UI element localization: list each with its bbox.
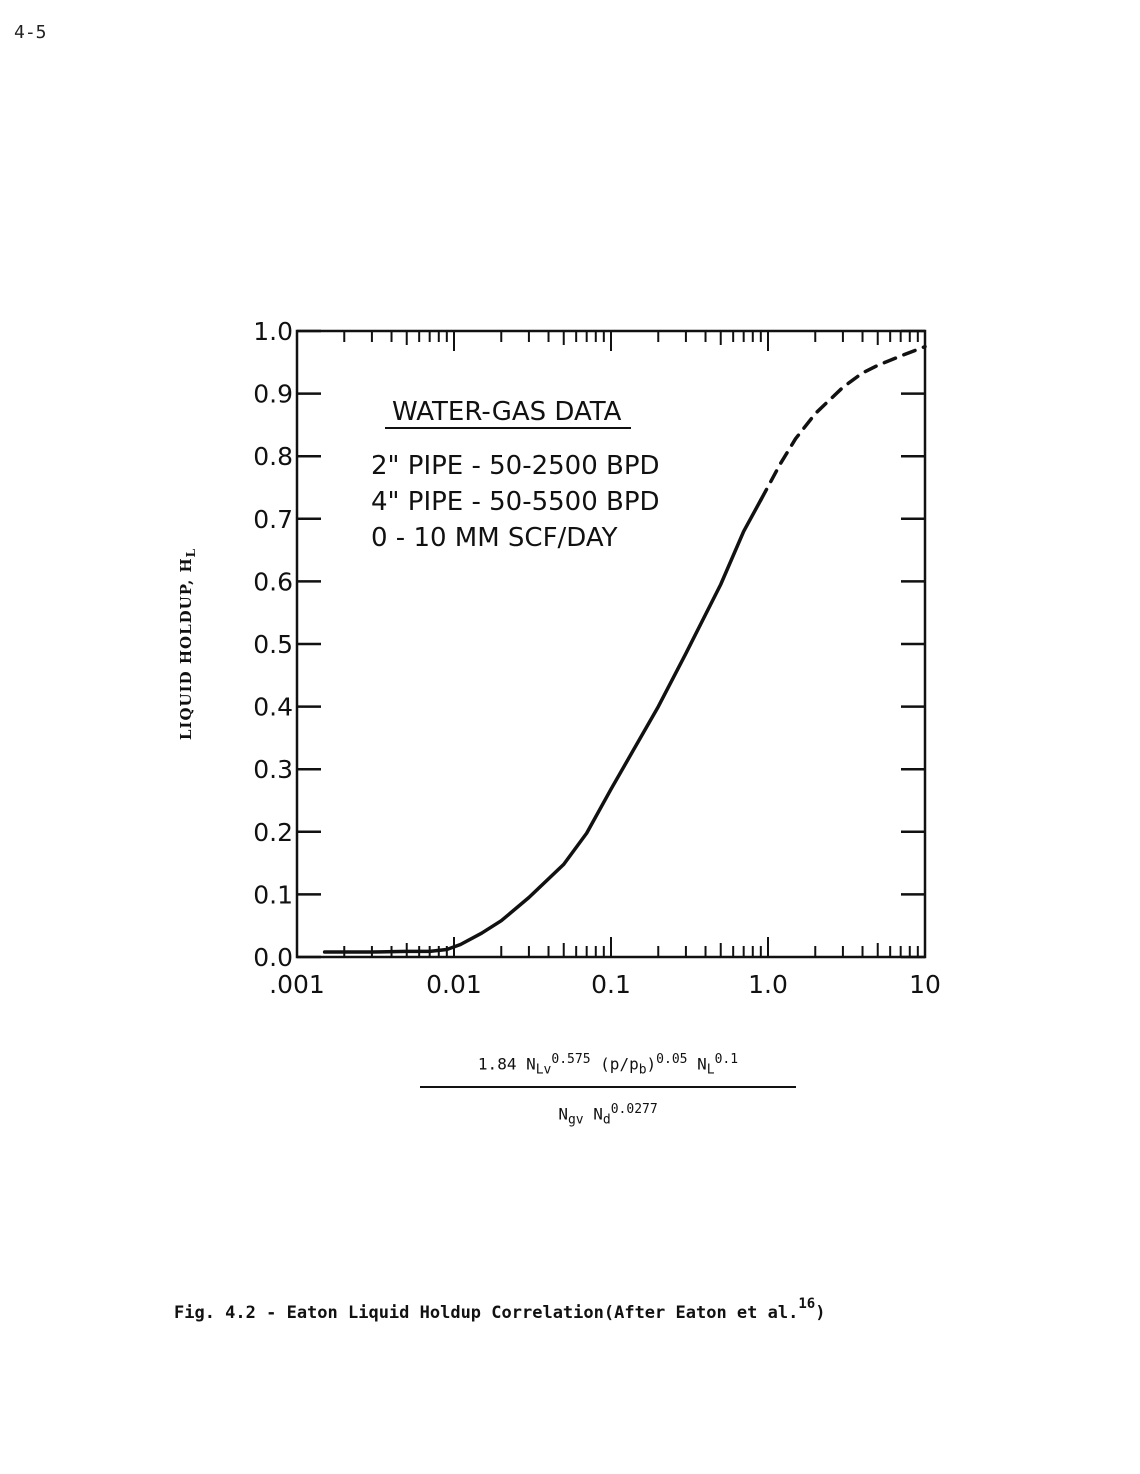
- y-tick-label: 0.6: [253, 567, 293, 596]
- nlv-exponent: 0.575: [551, 1052, 591, 1067]
- caption-reference: 16: [798, 1296, 816, 1312]
- y-axis-label-main: LIQUID HOLDUP, H: [177, 557, 195, 740]
- nd-exponent: 0.0277: [610, 1102, 658, 1117]
- y-tick-labels: 0.0 0.1 0.2 0.3 0.4 0.5 0.6 0.7 0.8 0.9 1.0: [253, 317, 293, 972]
- nl-subscript: L: [706, 1062, 715, 1078]
- coef-text: 1.84: [477, 1054, 517, 1074]
- y-axis-label: LIQUID HOLDUP, HL: [177, 548, 198, 740]
- y-tick-label: 0.1: [253, 880, 293, 909]
- caption-text: Fig. 4.2 - Eaton Liquid Holdup Correlati…: [174, 1303, 799, 1323]
- y-tick-label: 0.4: [253, 693, 293, 722]
- x-tick-labels: .001 0.01 0.1 1.0 10: [269, 970, 941, 999]
- legend-line-2: 4" PIPE - 50-5500 BPD: [371, 487, 660, 517]
- nl-exponent: 0.1: [714, 1052, 739, 1067]
- pressure-ratio-close: ): [646, 1054, 657, 1074]
- x-tick-marks: [296, 331, 926, 957]
- x-axis-label-denominator: Ngv Nd0.0277: [420, 1092, 796, 1128]
- series-layer: [322, 344, 927, 954]
- figure-caption: Fig. 4.2 - Eaton Liquid Holdup Correlati…: [174, 1296, 825, 1323]
- x-tick-label: .001: [269, 970, 325, 999]
- holdup-curve: [322, 498, 763, 954]
- holdup-curve-extrapolated: [759, 344, 927, 502]
- legend-line-1: 2" PIPE - 50-2500 BPD: [371, 451, 660, 481]
- pressure-ratio: (p/p: [600, 1054, 639, 1074]
- y-tick-label: 1.0: [253, 317, 293, 346]
- y-axis-label-sub: L: [184, 548, 198, 557]
- x-axis-label-numerator: 1.84 NLv0.575 (p/pb)0.05 NL0.1: [420, 1042, 796, 1078]
- y-tick-label: 0.7: [253, 505, 293, 534]
- y-tick-label: 0.8: [253, 442, 293, 471]
- x-axis-label: 1.84 NLv0.575 (p/pb)0.05 NL0.1 Ngv Nd0.0…: [420, 1042, 796, 1128]
- nlv-subscript: Lv: [535, 1062, 552, 1078]
- y-tick-label: 0.9: [253, 380, 293, 409]
- nd-symbol: N: [593, 1104, 603, 1124]
- nd-subscript: d: [602, 1112, 611, 1128]
- y-tick-label: 0.5: [253, 630, 293, 659]
- nlv-symbol: N: [526, 1054, 536, 1074]
- ngv-symbol: N: [558, 1104, 568, 1124]
- x-tick-label: 0.1: [591, 970, 631, 999]
- x-tick-label: 1.0: [748, 970, 788, 999]
- legend-box: WATER-GAS DATA 2" PIPE - 50-2500 BPD 4" …: [371, 397, 660, 553]
- page-number: 4-5: [14, 22, 47, 43]
- pressure-ratio-subscript: b: [638, 1062, 647, 1078]
- fraction-bar: [420, 1086, 796, 1088]
- x-tick-label: 0.01: [426, 970, 482, 999]
- y-tick-label: 0.0: [253, 943, 293, 972]
- x-tick-label: 10: [909, 970, 941, 999]
- nl-symbol: N: [697, 1054, 707, 1074]
- caption-close: ): [815, 1303, 826, 1323]
- ngv-subscript: gv: [567, 1112, 584, 1128]
- pressure-ratio-exponent: 0.05: [656, 1052, 688, 1067]
- legend-line-3: 0 - 10 MM SCF/DAY: [371, 523, 618, 553]
- legend-title: WATER-GAS DATA: [392, 397, 622, 427]
- y-tick-label: 0.2: [253, 818, 293, 847]
- y-tick-marks: [297, 329, 925, 959]
- y-tick-label: 0.3: [253, 755, 293, 784]
